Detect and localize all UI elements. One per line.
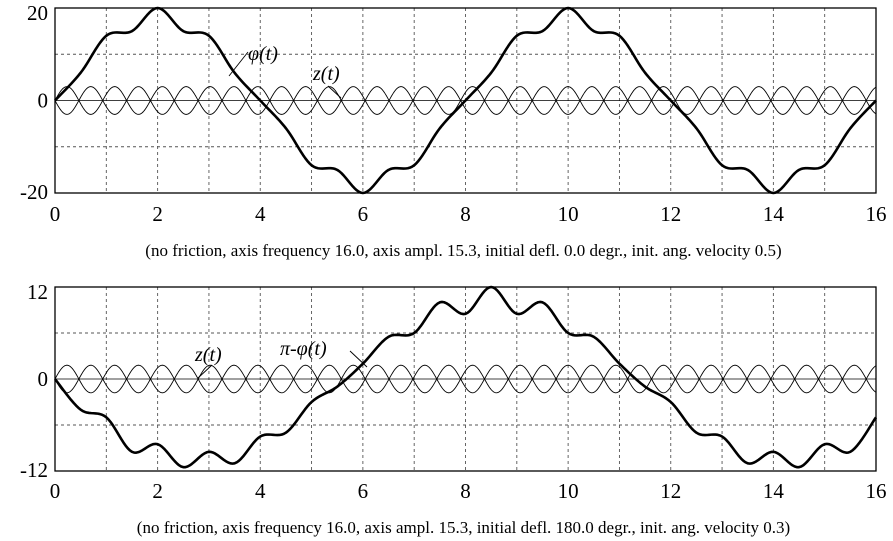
curve-label-leader bbox=[228, 51, 249, 77]
curve-label: z(t) bbox=[194, 344, 222, 366]
y-tick-label: 20 bbox=[27, 1, 48, 25]
x-tick-label: 8 bbox=[460, 479, 471, 503]
x-tick-label: 2 bbox=[152, 479, 163, 503]
x-tick-label: 12 bbox=[660, 202, 681, 226]
series-line-axis bbox=[54, 86, 877, 115]
curve-label-leader bbox=[327, 85, 342, 99]
x-tick-label: 6 bbox=[358, 479, 369, 503]
y-tick-label: 0 bbox=[38, 367, 49, 391]
x-tick-label: 10 bbox=[558, 479, 579, 503]
x-tick-label: 10 bbox=[558, 202, 579, 226]
x-tick-label: 14 bbox=[763, 479, 785, 503]
x-tick-label: 14 bbox=[763, 202, 785, 226]
series-line-main bbox=[54, 6, 877, 195]
curve-label-leader bbox=[349, 350, 368, 368]
x-tick-label: 16 bbox=[866, 202, 887, 226]
curve-label-leader bbox=[197, 364, 213, 379]
y-tick-label: 0 bbox=[38, 89, 49, 113]
series-line-axis bbox=[54, 364, 877, 394]
x-tick-label: 6 bbox=[358, 202, 369, 226]
y-tick-label: -20 bbox=[20, 180, 48, 204]
chart-caption: (no friction, axis frequency 16.0, axis … bbox=[137, 518, 790, 537]
x-tick-label: 0 bbox=[50, 202, 61, 226]
curve-label: z(t) bbox=[312, 63, 340, 85]
x-tick-label: 4 bbox=[255, 479, 266, 503]
y-tick-label: -12 bbox=[20, 458, 48, 482]
series-line-axis bbox=[54, 364, 877, 394]
curve-label: π-φ(t) bbox=[280, 338, 327, 360]
x-tick-label: 8 bbox=[460, 202, 471, 226]
chart-caption: (no friction, axis frequency 16.0, axis … bbox=[145, 241, 781, 260]
y-tick-label: 12 bbox=[27, 280, 48, 304]
curve-label: φ(t) bbox=[248, 43, 278, 65]
series-line-main bbox=[53, 285, 878, 469]
x-tick-label: 12 bbox=[660, 479, 681, 503]
x-tick-label: 2 bbox=[152, 202, 163, 226]
x-tick-label: 0 bbox=[50, 479, 61, 503]
series-line-axis bbox=[54, 86, 877, 115]
x-tick-label: 16 bbox=[866, 479, 887, 503]
x-tick-label: 4 bbox=[255, 202, 266, 226]
